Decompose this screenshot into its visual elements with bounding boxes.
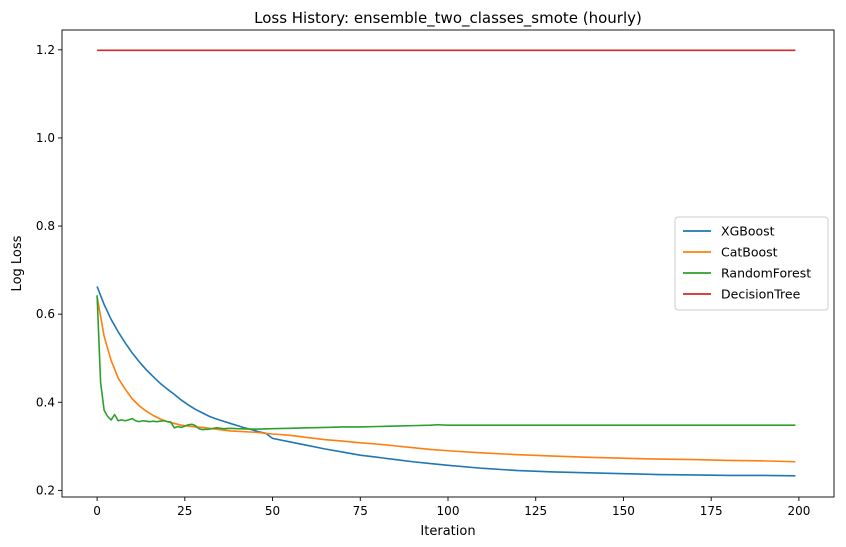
legend-box: [674, 216, 829, 311]
y-tick-label: 0.8: [36, 219, 55, 233]
y-axis-label: Log Loss: [10, 235, 25, 291]
chart-title: Loss History: ensemble_two_classes_smote…: [254, 9, 642, 28]
y-tick-label: 1.0: [36, 131, 55, 145]
series-line-xgboost: [96, 286, 796, 477]
x-tick-label: 175: [700, 504, 723, 518]
series-line-catboost: [96, 296, 796, 463]
y-tick-label: 1.2: [36, 43, 55, 57]
legend-entry: RandomForest: [721, 266, 811, 281]
series-line-randomforest: [96, 295, 796, 431]
x-axis: 0 25 50 75 100 125 150 175 200: [93, 497, 810, 518]
plot-area: [96, 49, 796, 477]
x-tick-label: 150: [612, 504, 635, 518]
x-tick-label: 0: [93, 504, 101, 518]
y-tick-label: 0.4: [36, 395, 55, 409]
y-tick-label: 0.2: [36, 483, 55, 497]
x-axis-label: Iteration: [420, 524, 475, 539]
x-tick-label: 50: [265, 504, 280, 518]
x-tick-label: 25: [177, 504, 192, 518]
legend: XGBoost CatBoost RandomForest DecisionTree: [674, 216, 829, 311]
x-tick-label: 200: [787, 504, 810, 518]
legend-entry: DecisionTree: [721, 287, 801, 302]
legend-entry: CatBoost: [721, 245, 778, 260]
x-tick-label: 100: [437, 504, 460, 518]
y-tick-label: 0.6: [36, 307, 55, 321]
y-axis: 0.2 0.4 0.6 0.8 1.0 1.2: [36, 43, 62, 497]
x-tick-label: 125: [524, 504, 547, 518]
legend-entry: XGBoost: [721, 224, 775, 239]
x-tick-label: 75: [353, 504, 368, 518]
